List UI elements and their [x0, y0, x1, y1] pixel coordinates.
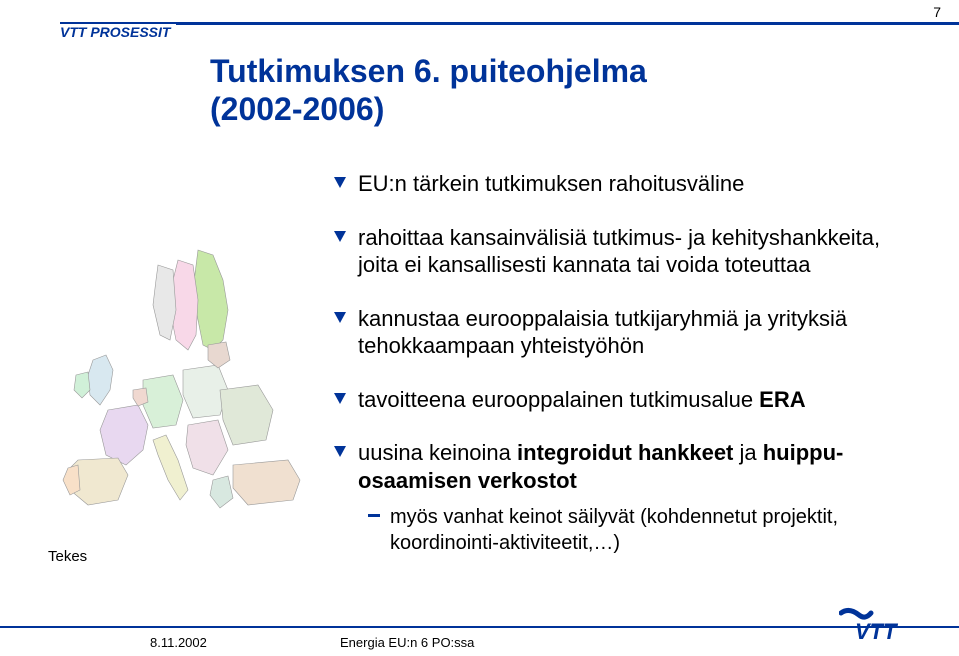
bullet-item: tavoitteena eurooppalainen tutkimusalue …	[332, 386, 912, 414]
vtt-logo: VTT	[839, 605, 929, 650]
bullet-text: kannustaa eurooppalaisia tutkijaryhmiä j…	[358, 305, 912, 360]
bullet-item: kannustaa eurooppalaisia tutkijaryhmiä j…	[332, 305, 912, 360]
sub-bullet-text: myös vanhat keinot säilyvät (kohdennetut…	[390, 504, 912, 556]
triangle-bullet-icon	[332, 175, 348, 191]
map-source: Tekes	[48, 548, 87, 565]
svg-text:VTT: VTT	[855, 619, 898, 644]
triangle-bullet-icon	[332, 229, 348, 245]
triangle-bullet-icon	[332, 391, 348, 407]
triangle-bullet-icon	[332, 310, 348, 326]
sub-bullet-item: myös vanhat keinot säilyvät (kohdennetut…	[368, 504, 912, 556]
slide-title: Tutkimuksen 6. puiteohjelma (2002-2006)	[210, 52, 850, 129]
triangle-bullet-icon	[332, 444, 348, 460]
title-line-1: Tutkimuksen 6. puiteohjelma	[210, 52, 850, 90]
footer-center: Energia EU:n 6 PO:ssa	[340, 635, 474, 650]
europe-map	[48, 240, 308, 540]
bullet-text: tavoitteena eurooppalainen tutkimusalue …	[358, 386, 806, 414]
header-rule	[60, 22, 959, 25]
footer-date: 8.11.2002	[150, 635, 207, 650]
bullet-text: EU:n tärkein tutkimuksen rahoitusväline	[358, 170, 744, 198]
footer-rule	[0, 626, 959, 628]
bullet-item: uusina keinoina integroidut hankkeet ja …	[332, 439, 912, 494]
bullet-item: EU:n tärkein tutkimuksen rahoitusväline	[332, 170, 912, 198]
bullet-list: EU:n tärkein tutkimuksen rahoitusväline …	[332, 170, 912, 556]
page-number: 7	[933, 4, 941, 20]
dash-bullet-icon	[368, 514, 380, 517]
title-line-2: (2002-2006)	[210, 90, 850, 128]
bullet-text: rahoittaa kansainvälisiä tutkimus- ja ke…	[358, 224, 912, 279]
bullet-item: rahoittaa kansainvälisiä tutkimus- ja ke…	[332, 224, 912, 279]
bullet-text: uusina keinoina integroidut hankkeet ja …	[358, 439, 912, 494]
header-label: VTT PROSESSIT	[60, 24, 176, 40]
